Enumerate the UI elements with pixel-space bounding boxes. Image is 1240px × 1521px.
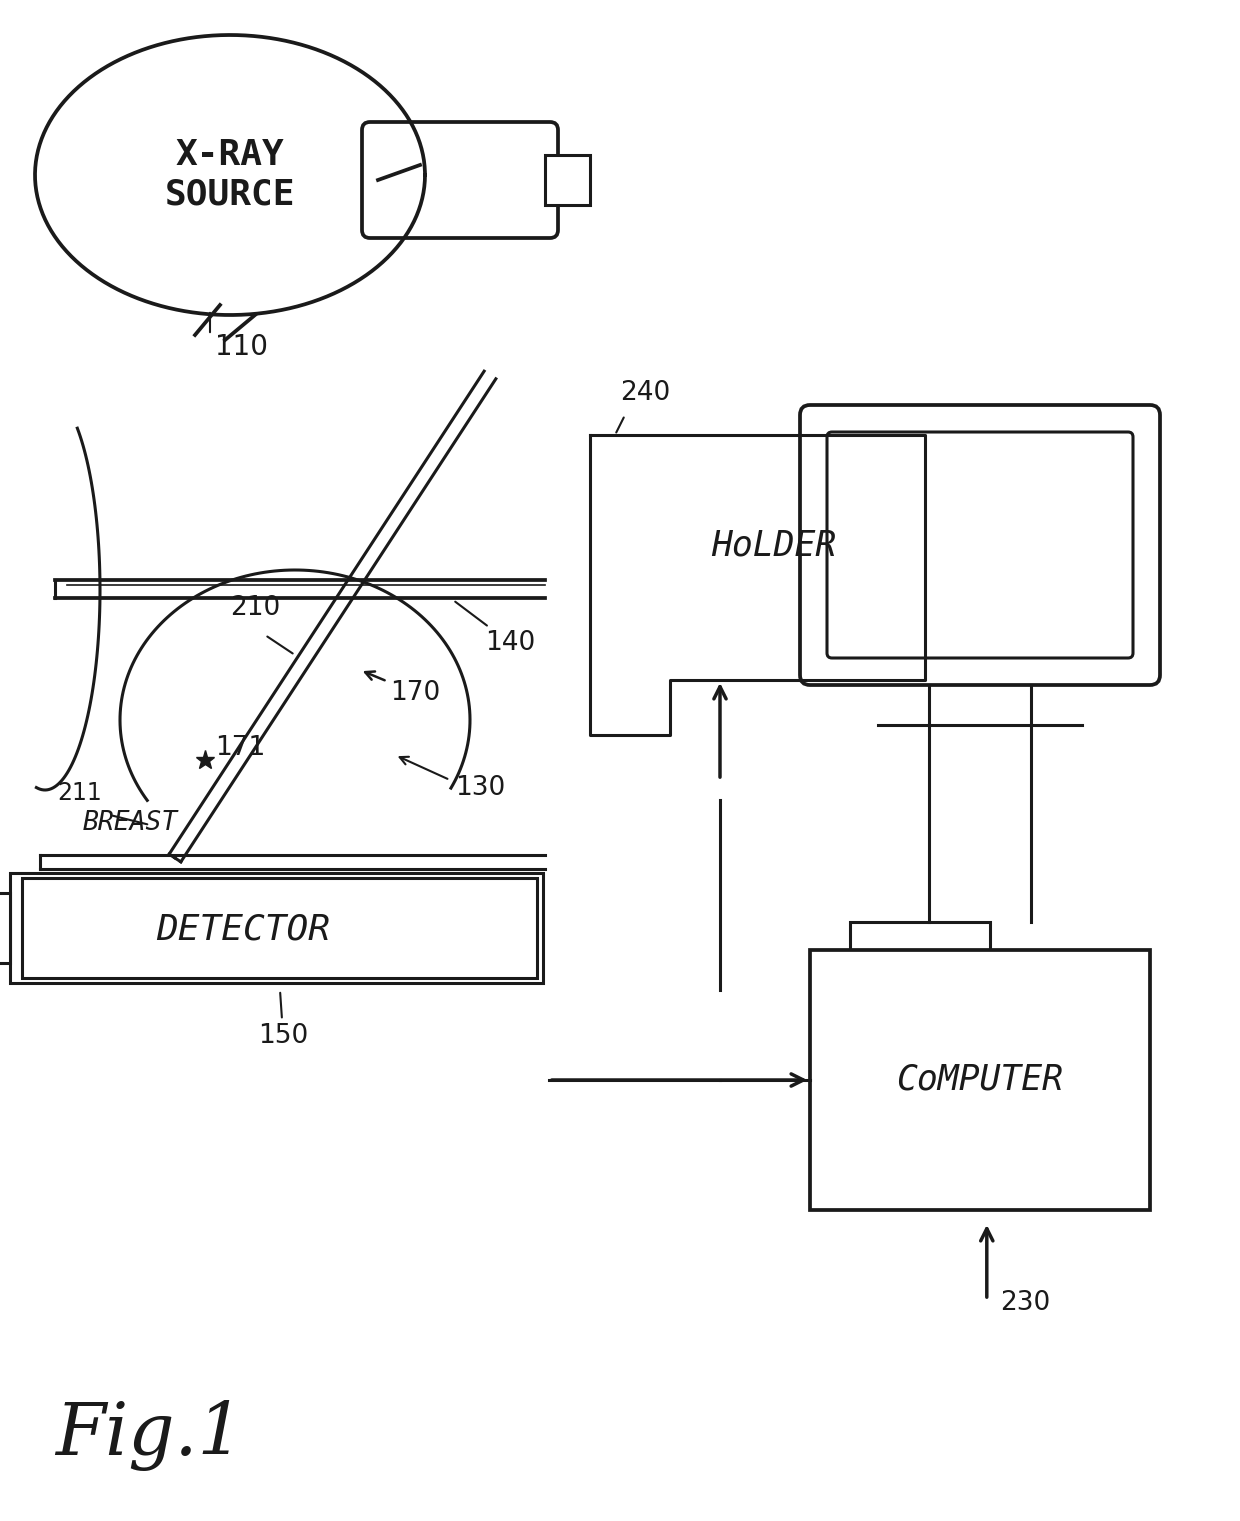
Text: 210: 210 [229,595,280,621]
Bar [10,873,543,983]
FancyBboxPatch shape [827,432,1133,659]
Text: 230: 230 [1001,1290,1050,1316]
Text: 240: 240 [620,380,671,406]
Text: X-RAY
SOURCE: X-RAY SOURCE [165,138,295,211]
FancyBboxPatch shape [800,405,1159,684]
Text: BREAST: BREAST [83,811,179,837]
Text: HoLDER: HoLDER [712,528,837,563]
Text: Fig.1: Fig.1 [55,1399,243,1471]
Text: 171: 171 [215,735,265,760]
Text: 130: 130 [455,776,505,802]
Bar [22,878,537,978]
FancyBboxPatch shape [362,122,558,237]
Text: CoMPUTER: CoMPUTER [897,1063,1064,1097]
Text: 170: 170 [365,671,440,706]
Text: DETECTOR: DETECTOR [156,913,330,948]
Bar [849,922,990,951]
Bar [0,893,10,963]
Text: 110: 110 [215,333,268,360]
Text: 150: 150 [258,993,309,1049]
Bar [546,155,590,205]
Text: 140: 140 [455,602,536,656]
Bar [810,951,1149,1211]
Text: 211: 211 [57,780,102,805]
